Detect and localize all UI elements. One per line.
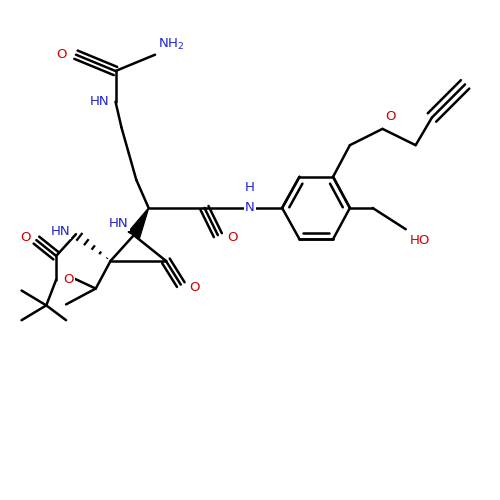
- Text: O: O: [56, 48, 67, 61]
- Text: NH$_2$: NH$_2$: [158, 37, 184, 52]
- Text: H: H: [245, 181, 255, 194]
- Text: N: N: [245, 202, 255, 214]
- Text: HO: HO: [410, 234, 430, 247]
- Text: O: O: [385, 110, 396, 123]
- Polygon shape: [128, 208, 148, 238]
- Text: O: O: [64, 273, 74, 286]
- Text: HN: HN: [50, 225, 70, 238]
- Text: HN: HN: [109, 217, 129, 230]
- Text: O: O: [190, 280, 200, 293]
- Text: O: O: [228, 231, 238, 244]
- Text: HN: HN: [90, 95, 110, 108]
- Text: O: O: [20, 231, 30, 244]
